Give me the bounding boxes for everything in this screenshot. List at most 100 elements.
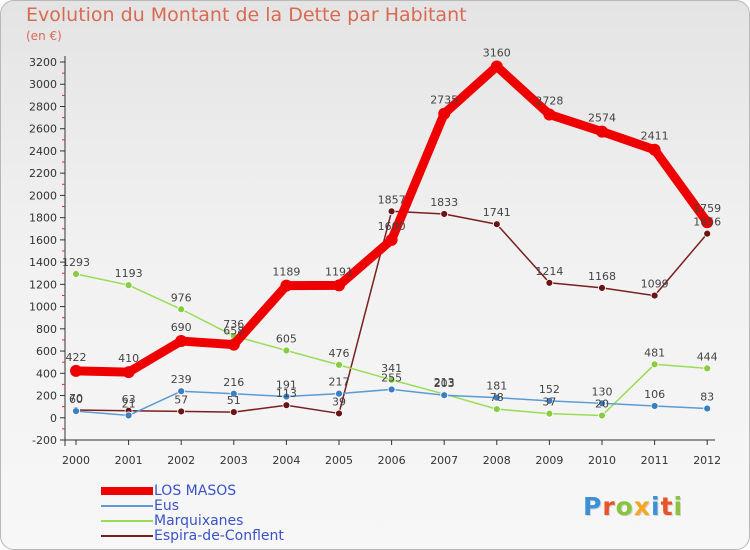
data-label: 1759 — [693, 202, 721, 215]
data-label: 113 — [276, 387, 297, 400]
data-label: 78 — [490, 391, 504, 404]
data-label: 57 — [174, 393, 188, 406]
series-marquixanes — [72, 270, 712, 420]
data-label: 130 — [592, 385, 613, 398]
data-point — [72, 407, 80, 415]
x-tick-label: 2004 — [272, 454, 300, 467]
data-point — [440, 210, 449, 218]
data-point — [124, 281, 133, 290]
data-point — [333, 279, 345, 292]
data-label: 63 — [122, 393, 136, 406]
data-label: 1099 — [641, 278, 669, 291]
x-tick-label: 2010 — [588, 454, 616, 467]
y-tick-label: 1800 — [29, 212, 57, 225]
x-tick-label: 2012 — [693, 454, 721, 467]
data-point — [282, 401, 291, 410]
data-label: 181 — [486, 380, 507, 393]
chart-title: Evolution du Montant de la Dette par Hab… — [26, 4, 467, 26]
series-layer — [70, 60, 714, 420]
data-point — [177, 305, 186, 314]
data-label: 2735 — [430, 94, 458, 107]
logo-letter: r — [602, 492, 616, 521]
logo-letter: i — [673, 492, 684, 521]
legend-label: LOS MASOS — [154, 483, 237, 499]
data-label: 20 — [595, 398, 609, 411]
data-label: 106 — [644, 388, 665, 401]
y-tick-label: 0 — [50, 412, 57, 425]
data-point — [72, 270, 80, 278]
y-tick-label: 2800 — [29, 100, 57, 113]
data-point — [703, 404, 712, 413]
data-point — [492, 220, 501, 229]
legend-swatch — [101, 520, 153, 522]
data-point — [545, 409, 554, 418]
data-point — [598, 411, 606, 420]
data-point — [227, 338, 240, 351]
data-point — [492, 405, 501, 413]
data-label: 3160 — [483, 46, 511, 59]
data-label: 51 — [227, 394, 241, 407]
y-tick-label: 3000 — [29, 78, 57, 91]
logo-letter: t — [660, 492, 674, 521]
data-label: 152 — [539, 383, 560, 396]
series-eus — [72, 385, 712, 420]
data-point — [650, 360, 659, 369]
data-label: 1214 — [535, 265, 563, 278]
data-label: 1833 — [430, 196, 458, 209]
data-label: 476 — [329, 347, 350, 360]
data-label: 1656 — [693, 216, 721, 229]
y-tick-label: 2200 — [29, 167, 57, 180]
logo-letter: i — [651, 492, 661, 521]
data-label: 1168 — [588, 270, 616, 283]
data-point — [177, 387, 186, 396]
data-label: 1191 — [325, 265, 353, 278]
data-point — [335, 360, 343, 369]
data-label: 410 — [118, 352, 139, 365]
data-point — [175, 335, 188, 348]
legend-label: Eus — [154, 498, 180, 514]
data-point — [335, 409, 343, 418]
data-label: 605 — [276, 333, 297, 346]
y-tick-label: 2600 — [29, 123, 57, 136]
data-label: 213 — [434, 376, 455, 389]
legend-swatch — [101, 505, 153, 507]
data-point — [701, 216, 714, 229]
x-tick-label: 2006 — [378, 454, 406, 467]
x-tick-label: 2008 — [483, 454, 511, 467]
data-label: 481 — [644, 346, 665, 359]
data-point — [543, 108, 556, 121]
data-point — [70, 364, 82, 377]
data-point — [598, 284, 606, 292]
y-tick-label: 1000 — [29, 301, 57, 314]
x-tick-label: 2009 — [535, 454, 563, 467]
series-espira-de-conflent — [72, 207, 712, 418]
data-label: 217 — [329, 376, 350, 389]
logo-letter: o — [615, 492, 634, 521]
data-label: 1857 — [378, 193, 406, 206]
x-tick-label: 2003 — [220, 454, 248, 467]
data-point — [438, 107, 451, 120]
data-label: 203 — [434, 377, 455, 390]
legend-swatch — [101, 535, 153, 537]
chart-unit: (en €) — [26, 29, 62, 43]
data-label: 2574 — [588, 112, 616, 125]
data-label: 216 — [223, 376, 244, 389]
x-tick-label: 2002 — [167, 454, 195, 467]
data-label: 70 — [69, 392, 83, 405]
y-tick-label: 2000 — [29, 189, 57, 202]
logo-letter: P — [583, 492, 603, 521]
legend-swatch — [101, 487, 153, 495]
data-label: 736 — [223, 318, 244, 331]
chart-axes: -200 0 200 400 600 800 1000 1200 1400 1600 1800 200… — [29, 56, 721, 467]
data-point — [387, 375, 396, 384]
x-tick-label: 2007 — [430, 454, 458, 467]
data-point — [229, 389, 238, 398]
data-label: 341 — [381, 362, 402, 375]
data-label: 239 — [171, 373, 192, 386]
data-label: 21 — [122, 397, 136, 410]
data-point — [703, 229, 712, 238]
y-tick-label: 2400 — [29, 145, 57, 158]
data-point — [387, 207, 396, 216]
